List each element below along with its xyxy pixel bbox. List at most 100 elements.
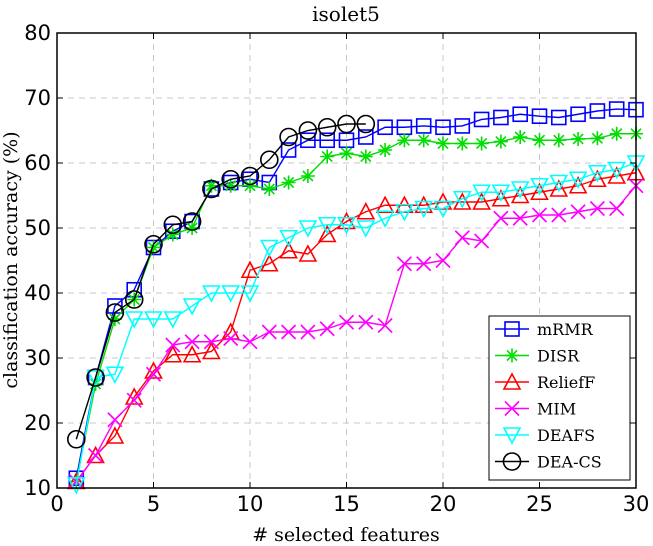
data-point (182, 212, 202, 231)
data-point (414, 200, 434, 219)
data-point (607, 166, 627, 184)
data-point (242, 334, 258, 350)
data-point (202, 341, 221, 360)
data-point (375, 195, 395, 214)
data-point (568, 176, 588, 194)
data-point (510, 185, 530, 204)
data-point (298, 121, 318, 140)
data-point (452, 190, 472, 209)
data-point (223, 330, 239, 347)
data-point (377, 119, 393, 136)
data-point (588, 169, 607, 188)
data-point (105, 426, 125, 444)
x-tick-label: 15 (333, 492, 360, 516)
data-point (493, 134, 508, 149)
legend-marker (504, 321, 520, 337)
data-point (356, 220, 376, 238)
data-point (375, 210, 395, 228)
data-point (396, 256, 412, 272)
data-point (279, 229, 298, 248)
series-line (75, 185, 637, 482)
data-point (608, 101, 625, 117)
data-point (474, 233, 490, 249)
data-point (339, 146, 354, 161)
data-point (454, 118, 471, 134)
x-tick-label: 20 (430, 492, 457, 516)
legend-entry: mRMR (495, 320, 594, 339)
data-point (298, 220, 318, 238)
series-dea-cs (67, 114, 376, 449)
legend-marker (502, 452, 522, 471)
data-point (261, 324, 277, 340)
y-tick-label: 80 (24, 21, 51, 45)
data-point (491, 184, 511, 202)
data-point (105, 303, 125, 322)
data-point (67, 429, 86, 449)
data-point (86, 445, 105, 464)
legend-entry: MIM (495, 400, 576, 419)
data-point (107, 312, 122, 326)
data-point (66, 476, 86, 495)
data-point (146, 240, 161, 255)
data-point (298, 244, 318, 262)
data-point (259, 239, 279, 258)
data-point (435, 252, 451, 269)
data-point (493, 109, 509, 126)
data-point (454, 230, 470, 246)
data-point (568, 171, 588, 189)
data-point (531, 207, 548, 223)
data-point (513, 130, 528, 144)
data-point (337, 216, 356, 235)
data-point (163, 345, 183, 363)
data-point (223, 178, 238, 193)
data-point (570, 204, 586, 220)
legend-label: DISR (537, 347, 580, 366)
data-point (259, 150, 279, 170)
data-point (319, 132, 336, 149)
series-deafs (66, 155, 646, 495)
data-point (433, 200, 453, 219)
y-tick-label: 50 (24, 216, 51, 240)
data-point (607, 161, 627, 180)
x-tick-label: 25 (526, 492, 553, 516)
series-layer (66, 101, 646, 495)
data-point (531, 108, 548, 124)
data-point (262, 182, 277, 196)
legend-marker (505, 348, 519, 363)
data-point (163, 311, 183, 329)
data-point (202, 179, 221, 199)
series-line (75, 123, 366, 440)
data-point (240, 260, 260, 279)
data-point (279, 241, 298, 259)
data-point (472, 184, 491, 202)
data-point (107, 412, 123, 428)
data-point (337, 211, 356, 230)
data-point (378, 143, 393, 157)
data-point (240, 166, 260, 186)
data-point (589, 200, 605, 217)
data-point (145, 366, 162, 382)
data-point (474, 136, 489, 151)
data-point (549, 174, 569, 193)
data-point (588, 164, 607, 183)
data-point (204, 178, 219, 193)
data-point (357, 129, 374, 145)
data-point (281, 175, 296, 190)
data-point (358, 314, 374, 330)
data-point (395, 203, 414, 222)
data-point (202, 285, 221, 303)
legend-label: MIM (537, 400, 576, 419)
data-point (415, 118, 432, 134)
data-point (163, 215, 183, 235)
legend-entry: DEAFS (495, 426, 595, 445)
legend-marker (504, 400, 520, 417)
data-point (609, 126, 624, 141)
x-tick-label: 5 (147, 492, 160, 516)
data-point (493, 210, 509, 226)
data-point (356, 114, 376, 134)
data-point (281, 324, 297, 340)
data-point (416, 256, 432, 272)
data-point (570, 106, 586, 123)
data-point (182, 345, 202, 363)
